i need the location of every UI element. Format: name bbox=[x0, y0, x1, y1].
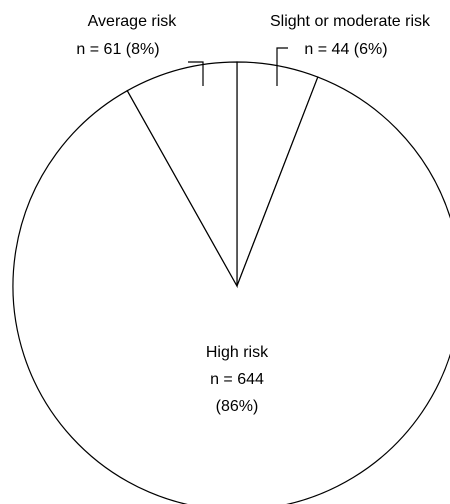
pie-slices bbox=[12, 61, 450, 504]
label-average-risk: Average risk bbox=[88, 13, 178, 30]
slice-high-risk bbox=[12, 76, 450, 504]
label-slight-risk: Slight or moderate risk bbox=[270, 13, 431, 30]
leader-line-average-risk bbox=[188, 61, 204, 86]
count-high-risk: n = 644 bbox=[210, 371, 264, 388]
leader-lines bbox=[188, 47, 288, 86]
count-slight-risk: n = 44 (6%) bbox=[304, 41, 387, 58]
leader-line-slight-risk bbox=[276, 47, 288, 86]
slice-average-risk bbox=[126, 61, 238, 289]
count-average-risk: n = 61 (8%) bbox=[76, 41, 159, 58]
percent-high-risk: (86%) bbox=[216, 398, 259, 415]
label-high-risk: High risk bbox=[206, 344, 269, 361]
